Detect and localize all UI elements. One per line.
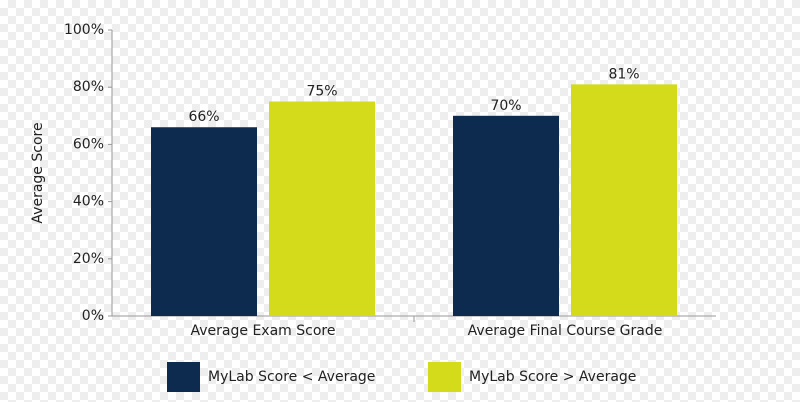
legend-swatch: [428, 362, 461, 392]
y-axis-title: Average Score: [30, 122, 46, 223]
legend-swatch: [167, 362, 200, 392]
y-tick-label: 100%: [64, 22, 104, 38]
y-tick-label: 60%: [73, 136, 104, 152]
y-tick-label: 80%: [73, 79, 104, 95]
y-tick-label: 20%: [73, 251, 104, 267]
value-label: 75%: [306, 84, 337, 100]
bar: [269, 101, 375, 316]
bar: [151, 127, 257, 317]
x-tick-label: Average Exam Score: [191, 323, 336, 339]
bar: [453, 115, 559, 316]
x-tick-label: Average Final Course Grade: [468, 323, 663, 339]
value-label: 66%: [188, 109, 219, 125]
bar: [571, 84, 677, 316]
value-label: 81%: [608, 66, 639, 82]
y-tick-label: 40%: [73, 194, 104, 210]
y-tick-label: 0%: [82, 308, 104, 324]
value-label: 70%: [490, 98, 521, 114]
legend-label: MyLab Score > Average: [469, 369, 636, 385]
legend-label: MyLab Score < Average: [208, 369, 375, 385]
